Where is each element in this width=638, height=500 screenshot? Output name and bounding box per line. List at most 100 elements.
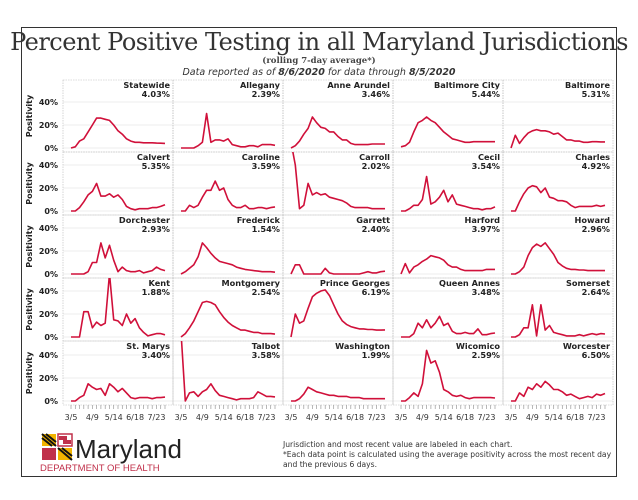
x-tick-label: 7/23 xyxy=(477,413,495,422)
jurisdiction-label: Montgomery xyxy=(222,278,281,288)
latest-value-label: 3.59% xyxy=(252,161,280,171)
x-tick-label: 7/23 xyxy=(587,413,605,422)
latest-value-label: 2.96% xyxy=(582,224,610,234)
x-tick-label: 3/5 xyxy=(505,413,518,422)
latest-value-label: 2.64% xyxy=(582,287,610,297)
x-tick-label: 6/18 xyxy=(126,413,144,422)
x-tick-label: 3/5 xyxy=(175,413,188,422)
jurisdiction-label: Garrett xyxy=(356,215,390,225)
series-line-carroll xyxy=(292,152,385,210)
series-line-queen-annes xyxy=(401,315,496,338)
x-tick-label: 5/14 xyxy=(435,413,453,422)
x-tick-label: 5/14 xyxy=(215,413,233,422)
latest-value-label: 3.58% xyxy=(252,350,280,360)
series-line-statewide xyxy=(70,117,166,149)
series-line-anne-arundel xyxy=(290,116,385,149)
y-tick-label: 0% xyxy=(44,397,58,406)
jurisdiction-label: St. Marys xyxy=(126,341,170,351)
jurisdiction-label: Prince Georges xyxy=(320,278,390,288)
y-tick-label: 40% xyxy=(39,351,58,360)
panel-border xyxy=(502,79,614,153)
latest-value-label: 3.40% xyxy=(142,350,170,360)
x-tick-label: 6/18 xyxy=(566,413,584,422)
jurisdiction-label: Caroline xyxy=(242,152,281,162)
y-tick-label: 0% xyxy=(44,207,58,216)
latest-value-label: 1.99% xyxy=(362,350,390,360)
jurisdiction-label: Somerset xyxy=(566,278,610,288)
footnotes: Jurisdiction and most recent value are l… xyxy=(283,440,613,470)
jurisdiction-label: Kent xyxy=(149,278,171,288)
latest-value-label: 1.88% xyxy=(142,287,170,297)
y-tick-label: 40% xyxy=(39,161,58,170)
jurisdiction-label: Baltimore xyxy=(565,80,610,90)
note-jurisdiction: Jurisdiction and most recent value are l… xyxy=(283,440,513,449)
latest-value-label: 2.59% xyxy=(472,350,500,360)
series-line-somerset xyxy=(511,303,606,338)
latest-value-label: 3.54% xyxy=(472,161,500,171)
y-tick-label: 20% xyxy=(39,247,58,256)
series-line-caroline xyxy=(181,180,276,212)
series-line-kent xyxy=(71,278,166,338)
x-tick-label: 4/9 xyxy=(526,413,539,422)
series-line-frederick xyxy=(180,242,276,275)
reported-mid: for data through xyxy=(324,67,409,78)
y-tick-label: 40% xyxy=(39,224,58,233)
series-line-garrett xyxy=(290,263,386,275)
latest-value-label: 5.31% xyxy=(582,89,610,99)
x-tick-label: 6/18 xyxy=(236,413,254,422)
latest-value-label: 2.40% xyxy=(362,224,390,234)
x-tick-label: 5/14 xyxy=(545,413,563,422)
series-line-baltimore xyxy=(510,128,605,149)
y-axis-title: Positivity xyxy=(25,162,34,205)
series-line-dorchester xyxy=(71,242,166,275)
jurisdiction-label: Calvert xyxy=(137,152,170,162)
x-tick-label: 4/9 xyxy=(306,413,319,422)
jurisdiction-label: Worcester xyxy=(563,341,611,351)
y-tick-label: 20% xyxy=(39,374,58,383)
latest-value-label: 4.03% xyxy=(142,89,170,99)
latest-value-label: 5.35% xyxy=(142,161,170,171)
reported-prefix: Data reported as of xyxy=(182,67,279,78)
latest-value-label: 6.50% xyxy=(582,350,610,360)
jurisdiction-label: Harford xyxy=(464,215,500,225)
latest-value-label: 6.19% xyxy=(362,287,390,297)
latest-value-label: 3.48% xyxy=(472,287,500,297)
jurisdiction-label: Charles xyxy=(575,152,610,162)
jurisdiction-label: Carroll xyxy=(359,152,390,162)
x-tick-label: 7/23 xyxy=(367,413,385,422)
x-tick-label: 6/18 xyxy=(346,413,364,422)
page-title: Percent Positive Testing in all Maryland… xyxy=(10,28,628,56)
latest-value-label: 3.97% xyxy=(472,224,500,234)
jurisdiction-label: Queen Annes xyxy=(439,278,500,288)
jurisdiction-label: Anne Arundel xyxy=(327,80,390,90)
jurisdiction-label: Washington xyxy=(335,341,390,351)
through-date: 8/5/2020 xyxy=(408,67,456,78)
series-line-charles xyxy=(511,184,606,212)
jurisdiction-label: Talbot xyxy=(252,341,280,351)
y-tick-label: 20% xyxy=(39,121,58,130)
chart-frame xyxy=(21,27,617,477)
latest-value-label: 2.02% xyxy=(362,161,390,171)
series-line-cecil xyxy=(401,175,496,212)
y-axis-title: Positivity xyxy=(25,351,34,394)
x-tick-label: 4/9 xyxy=(86,413,99,422)
jurisdiction-label: Frederick xyxy=(237,215,281,225)
jurisdiction-label: Wicomico xyxy=(456,341,501,351)
latest-value-label: 2.54% xyxy=(252,287,280,297)
x-tick-label: 6/18 xyxy=(456,413,474,422)
series-line-harford xyxy=(400,254,495,275)
logo-wordmark: Maryland xyxy=(75,434,182,464)
y-axis-title: Positivity xyxy=(25,94,34,137)
series-line-washington xyxy=(291,386,385,402)
y-tick-label: 0% xyxy=(44,144,58,153)
latest-value-label: 5.44% xyxy=(472,89,500,99)
y-axis-title: Positivity xyxy=(25,225,34,268)
latest-value-label: 3.46% xyxy=(362,89,390,99)
subtitle: (rolling 7-day average*) xyxy=(262,56,376,66)
series-line-calvert xyxy=(71,182,166,212)
x-tick-label: 5/14 xyxy=(105,413,123,422)
x-tick-label: 4/9 xyxy=(196,413,209,422)
latest-value-label: 2.93% xyxy=(142,224,170,234)
y-tick-label: 20% xyxy=(39,184,58,193)
series-line-wicomico xyxy=(401,349,496,402)
